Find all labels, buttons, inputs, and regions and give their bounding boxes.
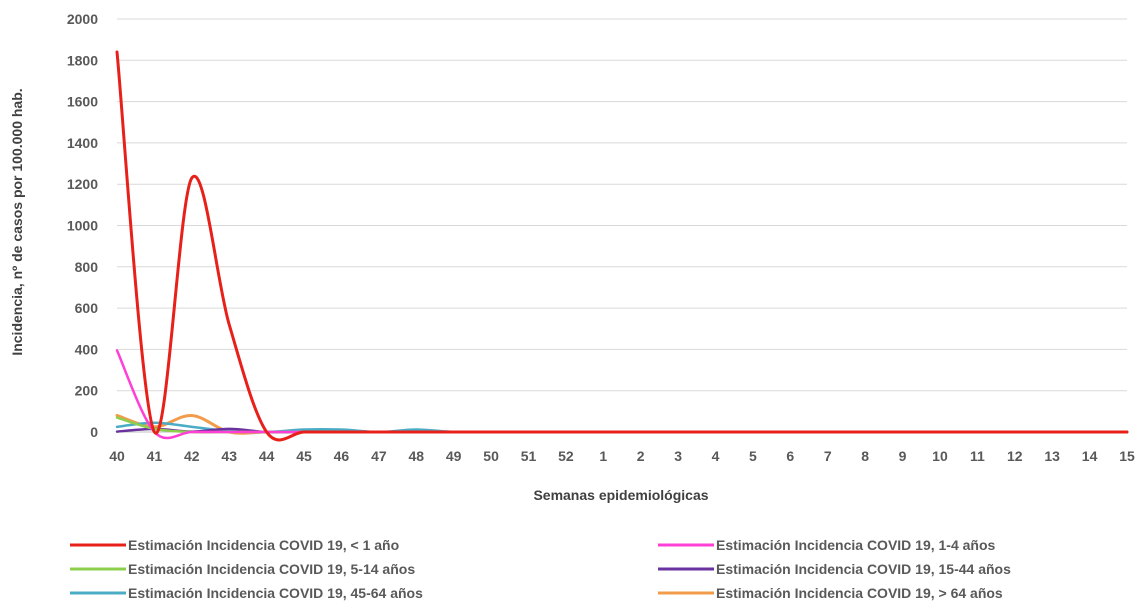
x-tick-label: 42 [184, 448, 200, 464]
series-line-2 [115, 349, 1129, 440]
y-tick-label: 400 [75, 341, 99, 357]
x-tick-label: 50 [483, 448, 499, 464]
x-tick-label: 11 [970, 448, 985, 464]
x-tick-label: 4 [712, 448, 720, 464]
gridlines [117, 18, 1127, 392]
y-tick-label: 1600 [67, 94, 98, 110]
x-tick-label: 15 [1119, 448, 1135, 464]
x-tick-label: 49 [446, 448, 462, 464]
x-tick-label: 46 [334, 448, 350, 464]
x-tick-label: 13 [1044, 448, 1060, 464]
x-tick-label: 2 [637, 448, 645, 464]
x-tick-label: 41 [147, 448, 163, 464]
legend: Estimación Incidencia COVID 19, < 1 año E… [70, 537, 1011, 601]
x-tick-label: 51 [521, 448, 537, 464]
x-tick-label: 52 [558, 448, 574, 464]
y-tick-label: 800 [75, 259, 99, 275]
x-tick-label: 3 [674, 448, 682, 464]
x-tick-label: 47 [371, 448, 387, 464]
x-tick-label: 44 [259, 448, 275, 464]
y-axis-title: Incidencia, nº de casos por 100.000 hab. [9, 88, 25, 355]
x-tick-label: 5 [749, 448, 757, 464]
x-tick-label: 48 [408, 448, 424, 464]
legend-label: Estimación Incidencia COVID 19, 5-14 año… [128, 561, 415, 577]
x-tick-label: 43 [221, 448, 237, 464]
x-tick-label: 10 [932, 448, 948, 464]
legend-label: Estimación Incidencia COVID 19, < 1 año [128, 537, 399, 553]
series-lines [115, 50, 1129, 442]
x-tick-label: 9 [899, 448, 907, 464]
legend-label: Estimación Incidencia COVID 19, 45-64 añ… [128, 585, 423, 601]
x-tick-label: 12 [1007, 448, 1023, 464]
y-tick-label: 0 [90, 424, 98, 440]
x-tick-label: 40 [109, 448, 125, 464]
x-axis-ticks: 40 41 42 43 44 45 46 47 48 49 50 51 52 1 2 3 4 5 6 7 8 9 10 11 1… [109, 448, 1135, 464]
y-tick-label: 600 [75, 300, 99, 316]
y-tick-label: 200 [75, 383, 99, 399]
x-tick-label: 1 [599, 448, 607, 464]
x-tick-label: 8 [861, 448, 869, 464]
y-tick-label: 2000 [67, 11, 98, 27]
y-tick-label: 1200 [67, 176, 98, 192]
series-line-3 [115, 416, 1129, 434]
x-tick-label: 45 [296, 448, 312, 464]
y-axis-ticks: 0 200 400 600 800 1000 1200 1400 1600 1800 2000 [67, 11, 98, 440]
x-tick-label: 7 [824, 448, 832, 464]
x-tick-label: 6 [786, 448, 794, 464]
legend-label: Estimación Incidencia COVID 19, 15-44 añ… [716, 561, 1011, 577]
x-tick-label: 14 [1082, 448, 1098, 464]
y-tick-label: 1400 [67, 135, 98, 151]
legend-label: Estimación Incidencia COVID 19, 1-4 años [716, 537, 996, 553]
y-tick-label: 1000 [67, 218, 98, 234]
y-tick-label: 1800 [67, 52, 98, 68]
legend-label: Estimación Incidencia COVID 19, > 64 año… [716, 585, 1003, 601]
x-axis-title: Semanas epidemiológicas [533, 487, 708, 503]
series-line-1 [115, 50, 1129, 442]
